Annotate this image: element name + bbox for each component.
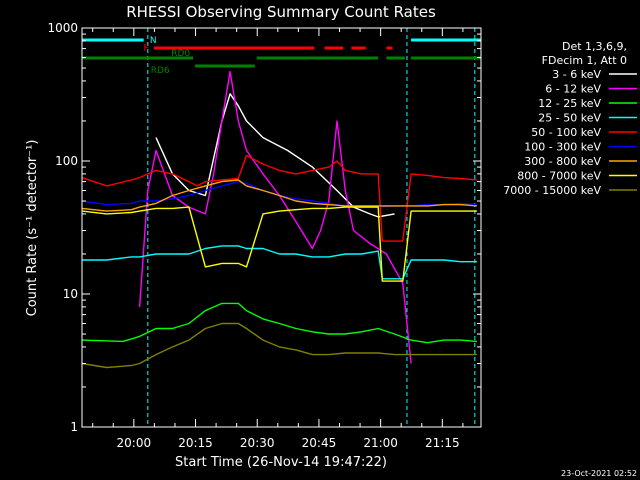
- legend-entry-label: 12 - 25 keV: [538, 97, 601, 110]
- legend-entry-label: 7000 - 15000 keV: [503, 184, 601, 197]
- y-tick-label: 10: [63, 287, 78, 301]
- legend-entry-label: 50 - 100 keV: [531, 126, 601, 139]
- x-tick-label: 20:45: [302, 436, 337, 450]
- legend-entry-label: 6 - 12 keV: [545, 83, 601, 96]
- legend-header: Det 1,3,6,9,: [562, 40, 627, 53]
- series-line: [138, 70, 412, 364]
- x-tick-label: 20:15: [178, 436, 213, 450]
- series-line: [155, 93, 395, 218]
- legend-entry-label: 800 - 7000 keV: [517, 170, 601, 183]
- series-line: [82, 245, 477, 280]
- legend-entry-label: 300 - 800 keV: [524, 155, 601, 168]
- flag-bar-label: F: [143, 44, 148, 54]
- footer-timestamp: 23-Oct-2021 02:52: [561, 469, 637, 478]
- y-tick-label: 1: [70, 420, 78, 434]
- flag-bar-label: N: [150, 36, 157, 46]
- series-line: [81, 206, 477, 282]
- flag-bar-label: RD0: [171, 49, 190, 59]
- series-line: [81, 154, 477, 242]
- series-line: [81, 322, 477, 369]
- series-line: [81, 302, 477, 344]
- legend: Det 1,3,6,9,FDecim 1, Att 03 - 6 keV 6 - …: [503, 40, 637, 197]
- x-tick-label: 21:15: [425, 436, 460, 450]
- y-tick-label: 100: [55, 154, 78, 168]
- series-line: [81, 179, 477, 212]
- legend-entry-label: 3 - 6 keV: [552, 68, 601, 81]
- legend-header: FDecim 1, Att 0: [542, 54, 627, 67]
- legend-entry-label: 25 - 50 keV: [538, 112, 601, 125]
- x-tick-label: 20:30: [240, 436, 275, 450]
- x-tick-label: 21:00: [363, 436, 398, 450]
- y-tick-label: 1000: [47, 21, 78, 35]
- y-axis-label: Count Rate (s⁻¹ detector⁻¹): [25, 140, 40, 317]
- legend-entry-label: 100 - 300 keV: [524, 141, 601, 154]
- plot-frame: [81, 27, 482, 428]
- series-line: [81, 180, 477, 208]
- flag-bar-label: RD6: [151, 66, 170, 76]
- x-tick-label: 20:00: [117, 436, 152, 450]
- chart-title: RHESSI Observing Summary Count Rates: [126, 3, 436, 21]
- axes: 1 10 100 1000 20:00 20:15 20:30 20:45 21:00 21:15: [47, 21, 481, 450]
- x-axis-label: Start Time (26-Nov-14 19:47:22): [175, 455, 387, 470]
